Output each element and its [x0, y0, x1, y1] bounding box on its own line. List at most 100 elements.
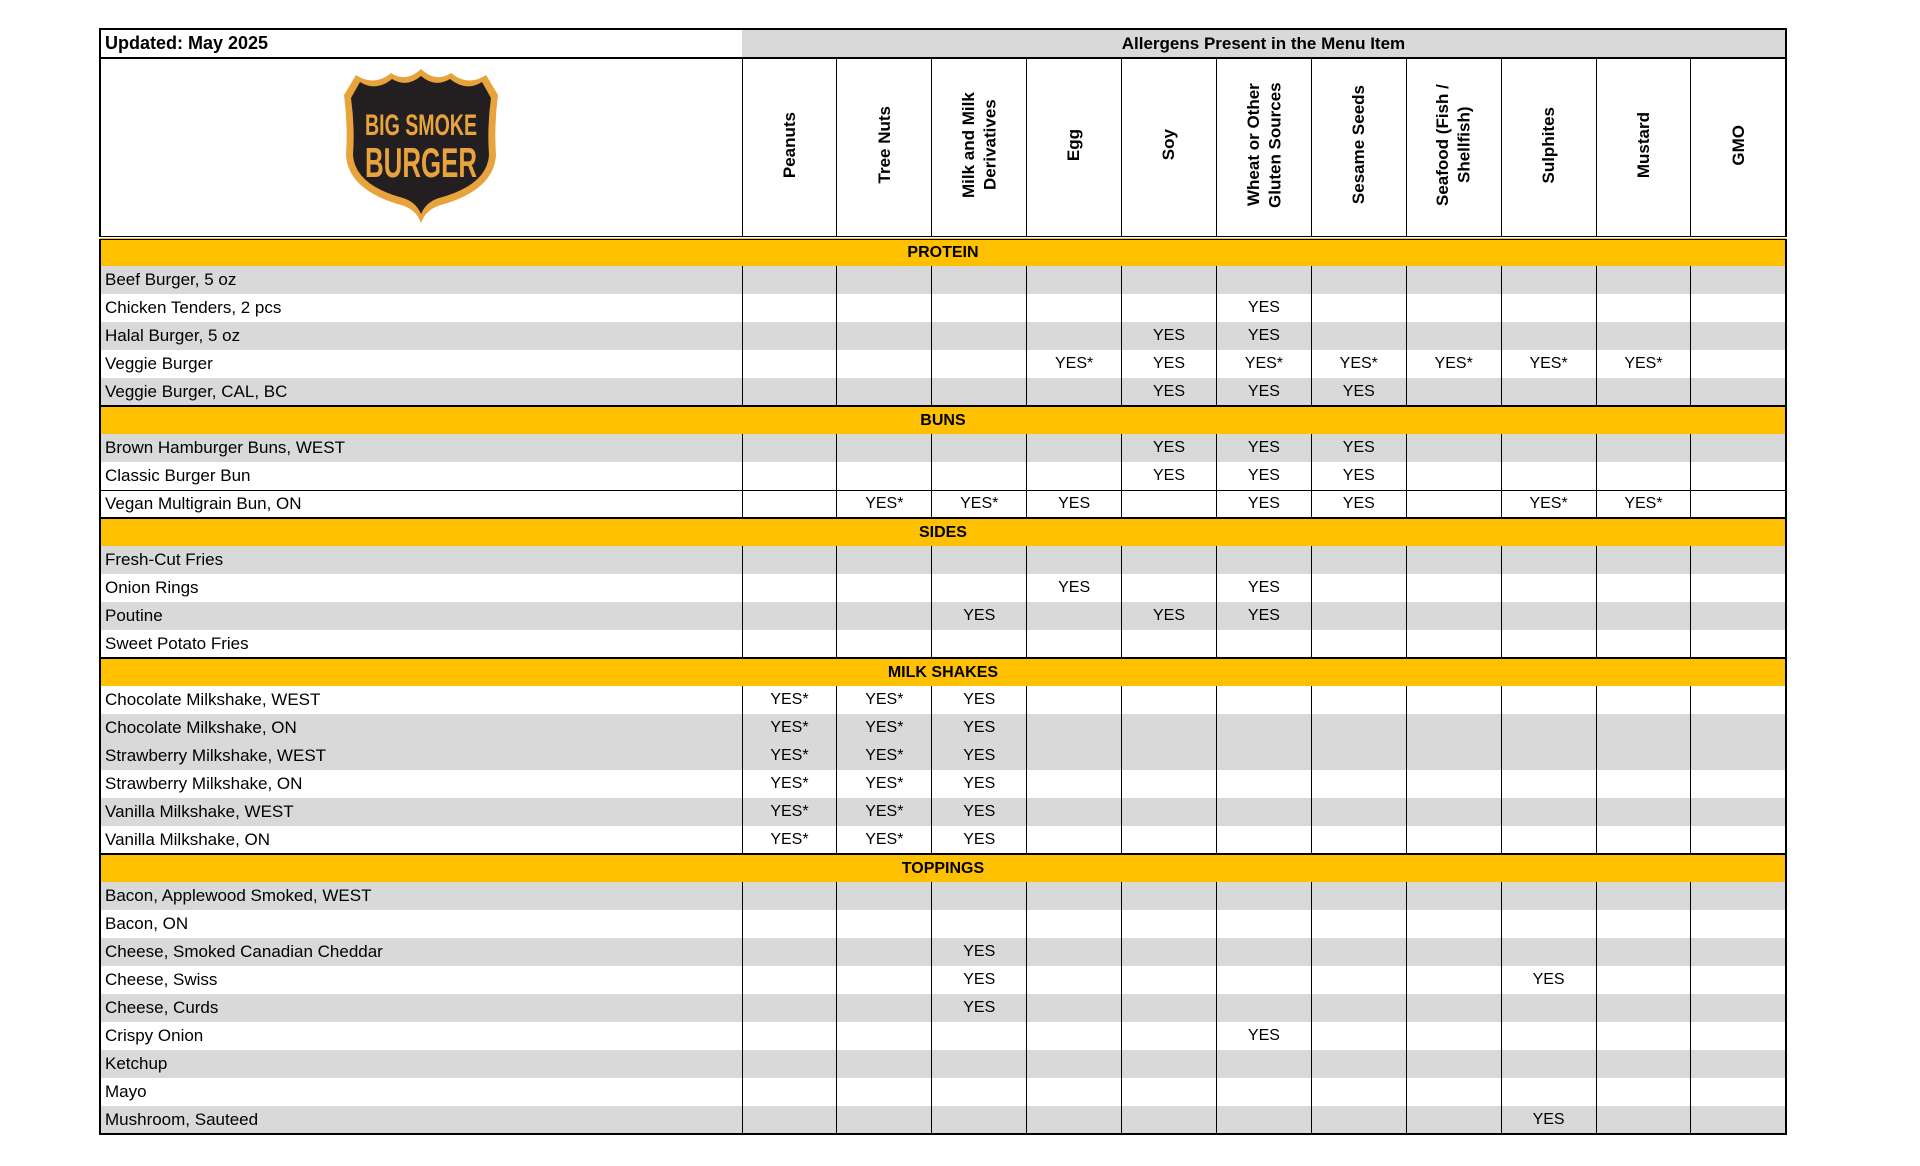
- column-header-label: Wheat or Other Gluten Sources: [1243, 82, 1284, 208]
- table-row: Brown Hamburger Buns, WEST YES YES YES: [100, 434, 1787, 462]
- allergen-cell: [1121, 489, 1217, 518]
- allergen-cell: YES: [1121, 434, 1217, 462]
- allergen-cell: YES*: [836, 714, 933, 742]
- allergen-cell: YES: [1216, 434, 1312, 462]
- allergen-cell: [742, 462, 838, 490]
- allergen-cell: [1406, 630, 1502, 658]
- menu-item-name: Crispy Onion: [100, 1022, 743, 1050]
- allergen-cell: [1501, 266, 1597, 294]
- allergen-cell: [836, 546, 933, 574]
- allergen-cell: [1216, 994, 1312, 1022]
- allergen-cell: [1501, 1022, 1597, 1050]
- allergen-cell: [931, 574, 1028, 602]
- menu-item-name: Mayo: [100, 1078, 743, 1106]
- allergen-cell: YES*: [742, 742, 838, 770]
- allergen-cell: [931, 546, 1028, 574]
- allergen-cell: [1690, 266, 1787, 294]
- allergen-cell: [1690, 1022, 1787, 1050]
- allergen-cell: YES: [931, 770, 1028, 798]
- allergen-cell: [836, 1078, 933, 1106]
- section-title: BUNS: [100, 405, 1786, 434]
- menu-item-name: Sweet Potato Fries: [100, 630, 743, 658]
- allergen-cell: [742, 1050, 838, 1078]
- table-row: Chicken Tenders, 2 pcs YES: [100, 294, 1787, 322]
- allergen-cell: [1406, 602, 1502, 630]
- column-header-label: Mustard: [1633, 111, 1653, 179]
- table-row: Classic Burger Bun YES YES YES: [100, 462, 1787, 490]
- section-title: PROTEIN: [100, 238, 1786, 266]
- allergen-cell: [931, 910, 1028, 938]
- menu-item-name: Strawberry Milkshake, WEST: [100, 742, 743, 770]
- allergen-cell: YES*: [1406, 350, 1502, 378]
- allergen-cell: [931, 1078, 1028, 1106]
- column-header-label: Soy: [1159, 129, 1179, 161]
- column-header: Sulphites: [1501, 58, 1597, 240]
- allergen-cell: [1121, 966, 1217, 994]
- allergen-cell: [931, 378, 1028, 406]
- allergen-cell: [1121, 938, 1217, 966]
- allergen-cell: [1026, 882, 1123, 910]
- allergen-cell: [1121, 686, 1217, 714]
- allergen-cell: [931, 294, 1028, 322]
- allergen-cell: [1596, 546, 1692, 574]
- allergen-cell: YES: [1121, 378, 1217, 406]
- allergen-cell: [1121, 294, 1217, 322]
- allergen-cell: YES: [1216, 602, 1312, 630]
- column-header-label: Sulphites: [1538, 106, 1558, 184]
- allergen-cell: YES: [1026, 489, 1123, 518]
- allergen-cell: YES: [1311, 489, 1407, 518]
- menu-item-name: Bacon, Applewood Smoked, WEST: [100, 882, 743, 910]
- menu-item-name: Cheese, Smoked Canadian Cheddar: [100, 938, 743, 966]
- allergen-cell: [1690, 489, 1787, 518]
- allergen-cell: [836, 602, 933, 630]
- section-row: PROTEIN: [100, 238, 1786, 266]
- allergen-cell: [1026, 1050, 1123, 1078]
- allergen-cell: [1596, 266, 1692, 294]
- allergen-cell: [1311, 938, 1407, 966]
- allergen-cell: [1501, 434, 1597, 462]
- allergen-cell: YES*: [1026, 350, 1123, 378]
- menu-item-name: Cheese, Swiss: [100, 966, 743, 994]
- allergen-cell: YES: [1501, 966, 1597, 994]
- allergen-cell: [1501, 378, 1597, 406]
- allergen-cell: [1216, 1050, 1312, 1078]
- allergen-cell: YES: [1216, 574, 1312, 602]
- allergen-cell: [742, 574, 838, 602]
- allergen-cell: YES: [1216, 1022, 1312, 1050]
- table-row: Strawberry Milkshake, ON YES* YES* YES: [100, 770, 1787, 798]
- allergen-cell: [931, 1106, 1028, 1134]
- allergen-cell: YES*: [742, 798, 838, 826]
- allergen-cell: YES*: [836, 826, 933, 854]
- big-smoke-burger-logo: BIG SMOKE BURGER: [344, 69, 499, 223]
- allergen-cell: [1216, 714, 1312, 742]
- allergen-cell: [1690, 574, 1787, 602]
- allergen-cell: [742, 1022, 838, 1050]
- section-row: TOPPINGS: [100, 853, 1786, 882]
- allergen-cell: [836, 994, 933, 1022]
- allergen-cell: [836, 574, 933, 602]
- menu-item-name: Veggie Burger, CAL, BC: [100, 378, 743, 406]
- allergen-cell: [1311, 1106, 1407, 1134]
- menu-item-name: Chocolate Milkshake, ON: [100, 714, 743, 742]
- allergen-cell: [1406, 798, 1502, 826]
- allergen-cell: [1311, 910, 1407, 938]
- allergen-cell: [1311, 1078, 1407, 1106]
- allergen-cell: [836, 938, 933, 966]
- allergen-cell: [1690, 938, 1787, 966]
- allergen-cell: [1216, 882, 1312, 910]
- column-header-label: Milk and Milk Derivatives: [958, 92, 1000, 198]
- allergen-cell: [742, 938, 838, 966]
- allergen-cell: [836, 1050, 933, 1078]
- allergen-cell: YES: [1121, 602, 1217, 630]
- allergen-cell: [1406, 462, 1502, 490]
- menu-item-name: Ketchup: [100, 1050, 743, 1078]
- menu-item-name: Mushroom, Sauteed: [100, 1106, 743, 1134]
- allergen-cell: [1501, 882, 1597, 910]
- allergen-cell: [1026, 1022, 1123, 1050]
- allergen-cell: [1501, 602, 1597, 630]
- allergen-cell: [1690, 714, 1787, 742]
- allergen-cell: [1406, 294, 1502, 322]
- allergen-cell: [1026, 714, 1123, 742]
- menu-item-name: Poutine: [100, 602, 743, 630]
- allergen-cell: [742, 322, 838, 350]
